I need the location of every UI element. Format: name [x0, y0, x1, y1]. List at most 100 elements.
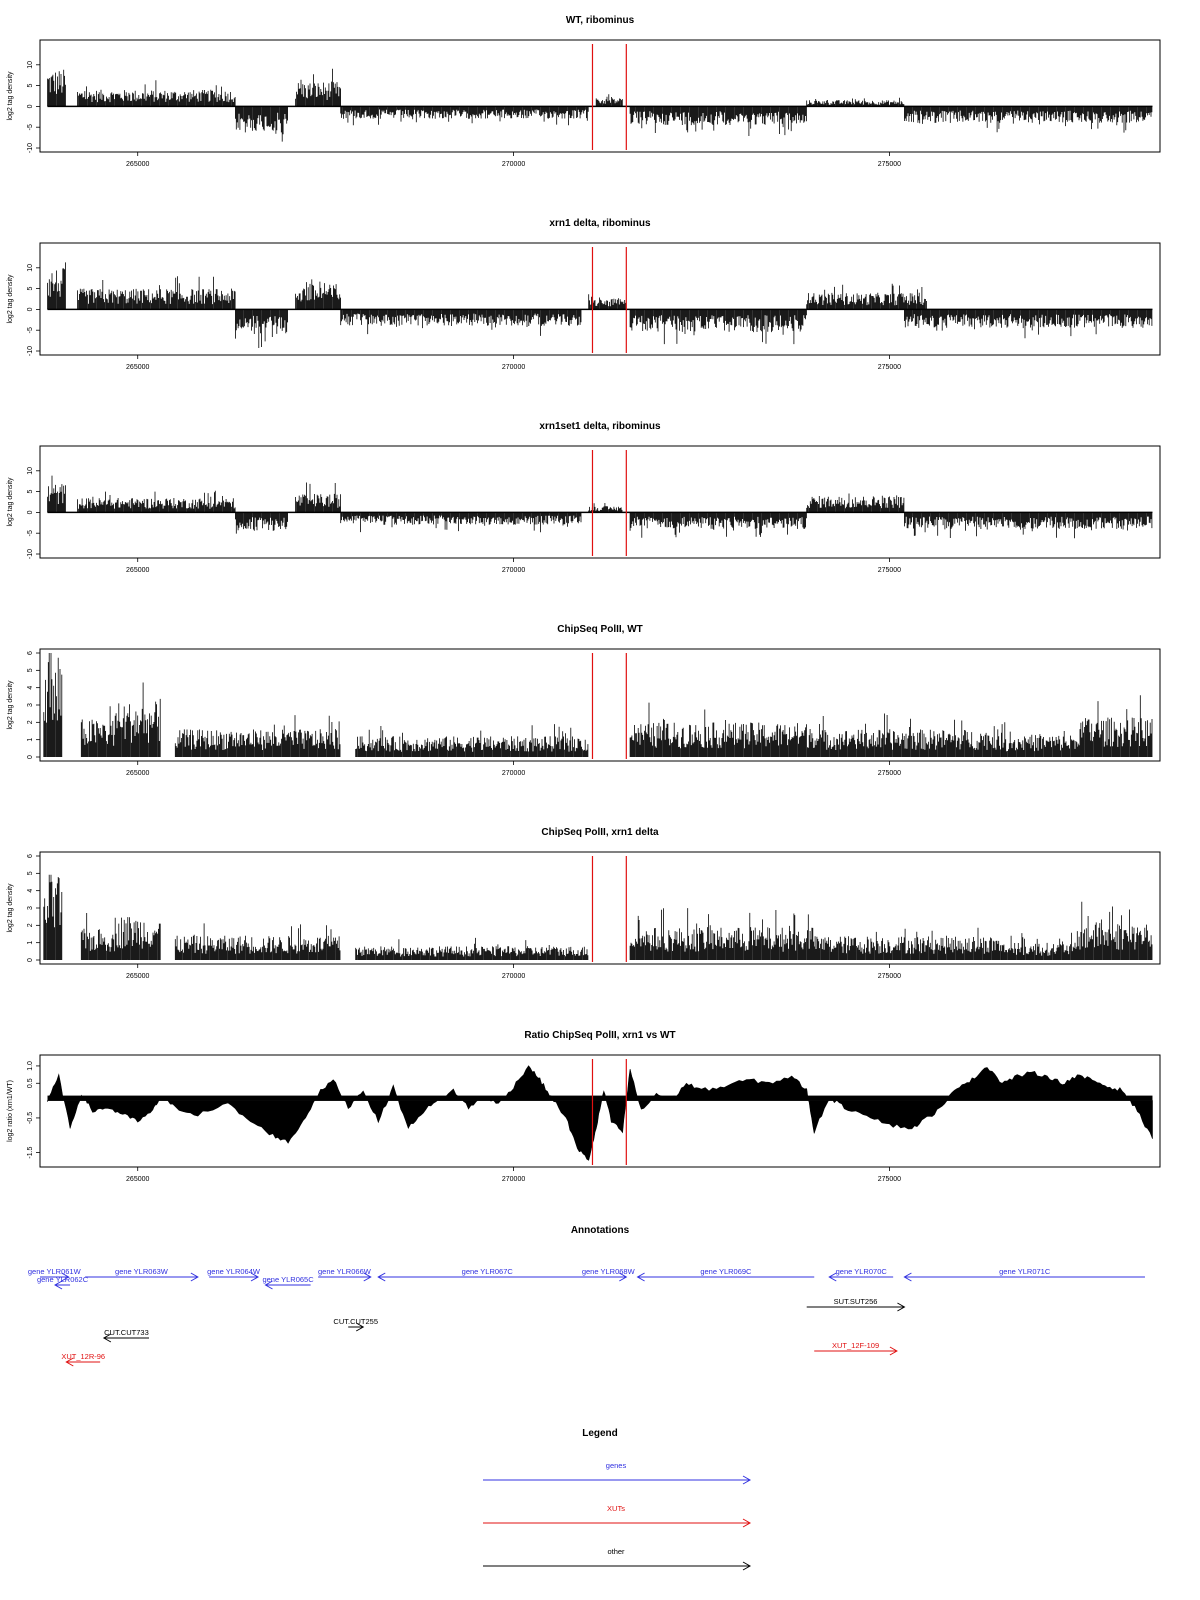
- signal-bars: [340, 106, 589, 126]
- chart-title: xrn1 delta, ribominus: [549, 218, 651, 229]
- x-tick-label: 265000: [126, 567, 149, 574]
- signal-bars: [340, 309, 582, 336]
- y-tick-label: -1.5: [27, 1146, 34, 1158]
- y-tick-label: 0: [27, 755, 34, 759]
- chart-title: Ratio ChipSeq PolII, xrn1 vs WT: [524, 1030, 675, 1041]
- legend-label: genes: [606, 1461, 627, 1470]
- x-tick-label: 270000: [502, 770, 525, 777]
- y-tick-label: -5: [27, 124, 34, 130]
- feature-label: SUT.SUT256: [834, 1297, 878, 1306]
- y-axis-label: log2 tag density: [7, 477, 14, 527]
- feature-label: gene YLR069C: [700, 1267, 752, 1276]
- zero-band: [47, 1095, 1153, 1101]
- x-tick-label: 275000: [878, 567, 901, 574]
- feature-label: gene YLR071C: [999, 1267, 1051, 1276]
- annotation-feature: gene YLR065C: [262, 1275, 314, 1290]
- arrowhead-icon: [828, 1272, 837, 1282]
- y-tick-label: -10: [27, 143, 34, 153]
- annotations-title: Annotations: [571, 1225, 630, 1236]
- arrowhead-icon: [897, 1302, 906, 1312]
- y-tick-label: -5: [27, 530, 34, 536]
- y-tick-label: 0: [27, 510, 34, 514]
- signal-bars: [806, 283, 927, 310]
- signal-bars: [47, 69, 66, 107]
- feature-label: gene YLR068W: [582, 1267, 636, 1276]
- signal-bars: [904, 106, 1153, 133]
- y-tick-label: 1: [27, 738, 34, 742]
- y-tick-label: -0.5: [27, 1112, 34, 1124]
- annotation-feature: XUT_12R-96: [61, 1352, 105, 1367]
- x-tick-label: 270000: [502, 567, 525, 574]
- signal-bars: [806, 97, 905, 107]
- arrowhead-icon: [377, 1272, 386, 1282]
- x-tick-label: 275000: [878, 1176, 901, 1183]
- plot-frame: [39, 1054, 1161, 1168]
- y-tick-label: 10: [27, 264, 34, 272]
- y-tick-label: 0.5: [27, 1078, 34, 1088]
- arrowhead-icon: [742, 1475, 752, 1485]
- signal-bars: [806, 493, 905, 513]
- signal-bars: [355, 937, 589, 960]
- x-tick-label: 270000: [502, 973, 525, 980]
- signal-bars: [80, 706, 115, 757]
- arrowhead-icon: [619, 1272, 628, 1282]
- signal-bars: [629, 702, 815, 757]
- y-tick-label: 6: [27, 854, 34, 858]
- signal-bars: [235, 512, 288, 534]
- chart-title: ChipSeq PolII, xrn1 delta: [541, 827, 659, 838]
- x-tick-label: 275000: [878, 364, 901, 371]
- chart-panel: xrn1set1 delta, ribominus 10 5 0 -5 -10 log2 t…: [7, 421, 1161, 574]
- signal-track: [43, 653, 1153, 757]
- x-tick-label: 265000: [126, 770, 149, 777]
- y-tick-label: 6: [27, 651, 34, 655]
- signal-bars: [355, 724, 589, 757]
- arrowhead-icon: [54, 1280, 63, 1290]
- signal-bars: [235, 106, 288, 142]
- feature-label: gene YLR062C: [37, 1275, 89, 1284]
- annotation-feature: gene YLR062C: [37, 1275, 89, 1290]
- signal-track: [47, 68, 1153, 142]
- signal-bars: [588, 503, 623, 513]
- annotation-feature: CUT.CUT733: [102, 1328, 149, 1343]
- arrowhead-icon: [355, 1322, 365, 1332]
- arrowhead-icon: [65, 1357, 74, 1367]
- y-tick-label: 5: [27, 871, 34, 875]
- feature-label: CUT.CUT733: [104, 1328, 149, 1337]
- feature-label: gene YLR066W: [318, 1267, 372, 1276]
- signal-bars: [629, 106, 807, 136]
- y-tick-label: 5: [27, 287, 34, 291]
- chart-title: WT, ribominus: [566, 15, 635, 26]
- y-tick-label: 1: [27, 941, 34, 945]
- feature-label: gene YLR070C: [836, 1267, 888, 1276]
- signal-bars: [77, 80, 236, 107]
- annotation-feature: gene YLR068W: [582, 1267, 636, 1282]
- signal-bars: [904, 309, 1153, 339]
- signal-bars: [588, 294, 626, 310]
- signal-bars: [1076, 695, 1153, 757]
- signal-bars: [813, 927, 1002, 960]
- plot-frame: [39, 39, 1161, 153]
- plot-frame: [39, 242, 1161, 356]
- signal-bars: [43, 653, 63, 757]
- y-tick-label: 0: [27, 307, 34, 311]
- y-tick-label: -10: [27, 549, 34, 559]
- signal-track: [43, 874, 1153, 960]
- x-tick-label: 265000: [126, 973, 149, 980]
- x-tick-label: 275000: [878, 770, 901, 777]
- arrowhead-icon: [889, 1346, 898, 1356]
- y-axis-label: log2 tag density: [7, 274, 14, 324]
- ratio-area: [47, 1065, 1153, 1161]
- y-tick-label: 5: [27, 668, 34, 672]
- y-tick-label: 2: [27, 923, 34, 927]
- x-tick-label: 265000: [126, 1176, 149, 1183]
- y-axis-label: log2 tag density: [7, 883, 14, 933]
- y-tick-label: 1.0: [27, 1061, 34, 1071]
- signal-bars: [1001, 722, 1078, 757]
- arrowhead-icon: [61, 1272, 70, 1282]
- arrowhead-icon: [264, 1280, 273, 1290]
- legend-label: other: [607, 1547, 625, 1556]
- plot-frame: [39, 445, 1161, 559]
- chart-title: xrn1set1 delta, ribominus: [539, 421, 661, 432]
- signal-bars: [595, 94, 623, 107]
